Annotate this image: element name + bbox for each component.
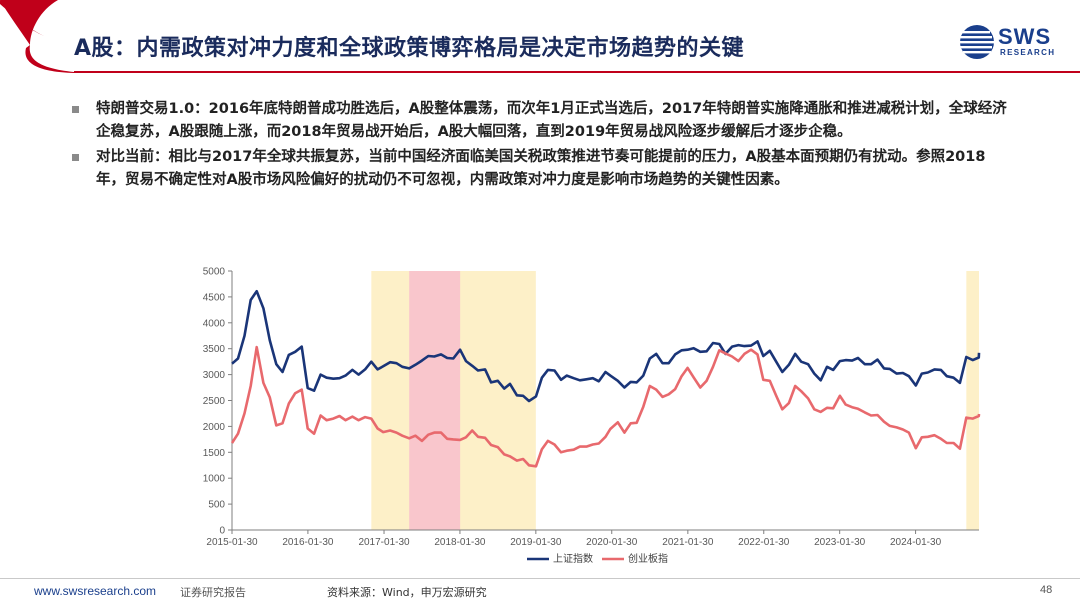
bullet-text: 对比当前：相比与2017年全球共振复苏，当前中国经济面临美国关税政策推进节奏可能… [96, 149, 986, 188]
shaded-period-2 [966, 271, 979, 530]
footer-divider [0, 578, 1080, 579]
logo-wordmark: SWS [998, 24, 1052, 49]
legend-label: 创业板指 [628, 552, 668, 565]
y-tick-label: 4000 [203, 318, 226, 329]
footer-report-type: 证券研究报告 [180, 586, 246, 599]
y-tick-label: 1000 [203, 474, 226, 485]
x-tick-label: 2017-01-30 [358, 537, 410, 548]
page-title: A股：内需政策对冲力度和全球政策博弈格局是决定市场趋势的关键 [74, 36, 745, 61]
footer-source: 资料来源：Wind，申万宏源研究 [327, 586, 487, 599]
square-bullet-icon [72, 154, 79, 161]
sws-logo: SWS RESEARCH [958, 22, 1068, 62]
y-tick-label: 4500 [203, 292, 226, 303]
legend-label: 上证指数 [553, 552, 593, 565]
x-tick-label: 2023-01-30 [814, 537, 866, 548]
page-number: 48 [1040, 584, 1053, 596]
bullet-item: 对比当前：相比与2017年全球共振复苏，当前中国经济面临美国关税政策推进节奏可能… [70, 146, 1010, 192]
y-tick-label: 2500 [203, 396, 226, 407]
y-tick-label: 1500 [203, 448, 226, 459]
x-tick-label: 2020-01-30 [586, 537, 638, 548]
line-chart: 0 500 1000 1500 2000 2500 3000 3500 4000 4500 5000… [203, 267, 981, 565]
x-tick-label: 2018-01-30 [434, 537, 486, 548]
bullet-list: 特朗普交易1.0：2016年底特朗普成功胜选后，A股整体震荡，而次年1月正式当选… [70, 98, 1010, 194]
y-tick-label: 5000 [203, 267, 226, 278]
x-tick-label: 2019-01-30 [510, 537, 562, 548]
y-tick-label: 2000 [203, 422, 226, 433]
logo-subtitle: RESEARCH [1000, 48, 1056, 57]
shaded-period-1 [409, 271, 461, 530]
x-tick-label: 2022-01-30 [738, 537, 790, 548]
series-line-0 [231, 289, 981, 403]
x-tick-label: 2024-01-30 [890, 537, 942, 548]
x-tick-label: 2015-01-30 [206, 537, 258, 548]
x-tick-label: 2021-01-30 [662, 537, 714, 548]
y-tick-label: 500 [208, 500, 225, 511]
bullet-item: 特朗普交易1.0：2016年底特朗普成功胜选后，A股整体震荡，而次年1月正式当选… [70, 98, 1010, 144]
x-tick-label: 2016-01-30 [282, 537, 334, 548]
y-tick-label: 0 [219, 526, 225, 537]
square-bullet-icon [72, 106, 79, 113]
series-line-1 [230, 345, 981, 468]
header: A股：内需政策对冲力度和全球政策博弈格局是决定市场趋势的关键 SWS RESEA… [0, 0, 1080, 80]
title-underline [74, 71, 1080, 73]
sws-globe-icon [960, 25, 994, 59]
y-tick-label: 3500 [203, 344, 226, 355]
y-tick-label: 3000 [203, 370, 226, 381]
bullet-text: 特朗普交易1.0：2016年底特朗普成功胜选后，A股整体震荡，而次年1月正式当选… [96, 101, 1007, 140]
footer-url-link[interactable]: www.swsresearch.com [34, 584, 157, 598]
header-red-swoosh [0, 0, 74, 73]
